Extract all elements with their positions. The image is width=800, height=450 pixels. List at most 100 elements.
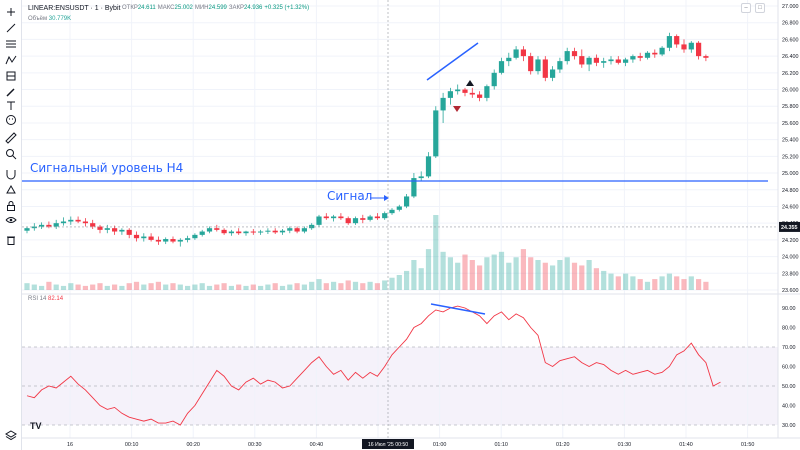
ruler-icon[interactable] (3, 131, 19, 145)
candle-body (352, 218, 359, 224)
volume-bar (163, 284, 169, 290)
volume-bar (666, 273, 672, 290)
volume-bar (228, 285, 234, 290)
volume-bar (53, 284, 59, 290)
volume-bar (185, 285, 191, 290)
magnet-icon[interactable] (3, 167, 19, 181)
candle-body (185, 238, 191, 240)
candle-body (382, 213, 388, 219)
eye-icon[interactable] (3, 213, 19, 227)
signal-label: Сигнал (327, 189, 373, 203)
volume-bar (601, 270, 607, 290)
candle-body (97, 226, 103, 230)
candle-body (425, 156, 432, 177)
volume-bar (75, 284, 81, 290)
candle-body (528, 56, 534, 72)
price-axis-label: 26.000 (782, 88, 799, 94)
candle-body (433, 110, 439, 157)
pattern-icon[interactable] (3, 53, 19, 67)
candle-body (214, 228, 220, 230)
volume-bar (170, 283, 176, 290)
time-axis-label: 16 (67, 442, 73, 448)
candle-body (82, 221, 88, 224)
cursor-icon[interactable] (3, 5, 19, 19)
lock-icon[interactable] (3, 199, 19, 213)
candle-body (155, 239, 161, 242)
candle-body (666, 36, 672, 48)
emoji-icon[interactable] (3, 113, 19, 127)
rsi-legend[interactable]: RSI 14 82.14 (28, 296, 63, 302)
candle-body (221, 229, 227, 234)
volume-bar (455, 262, 461, 290)
ohlc-label: МАКС (157, 5, 175, 11)
volume-bar (367, 281, 373, 290)
price-axis-label: 25.200 (782, 154, 799, 160)
candle-body (126, 229, 132, 235)
lock-drawings-icon[interactable] (3, 183, 19, 197)
volume-bar (345, 280, 351, 290)
price-axis-label: 24.600 (782, 204, 799, 210)
candle-body (491, 72, 497, 87)
candle-body (279, 230, 286, 233)
candle-body (659, 47, 665, 55)
rsi-line (26, 305, 721, 426)
candle-body (331, 216, 337, 219)
price-axis-label: 24.200 (782, 238, 799, 244)
buy-marker (466, 80, 474, 86)
candle-body (24, 228, 30, 231)
projection-icon[interactable] (3, 69, 19, 83)
volume-bar (82, 285, 88, 290)
candle-body (287, 228, 293, 231)
candle-body (258, 231, 264, 233)
volume-bar (688, 276, 694, 290)
candle-body (177, 239, 183, 242)
candle-body (119, 229, 125, 232)
candle-body (389, 209, 395, 214)
volume-bar (462, 254, 468, 290)
fib-icon[interactable] (3, 37, 19, 51)
volume-bar (250, 284, 256, 290)
ohlc-value: +0.325 (+1.32%) (264, 5, 310, 11)
price-axis-label: 25.600 (782, 121, 799, 127)
text-icon[interactable] (3, 99, 19, 113)
candle-body (404, 196, 410, 207)
candle-body (696, 42, 702, 57)
volume-bar (279, 285, 286, 290)
symbol-title[interactable]: LINEAR:ENSUSDT · 1 · Bybit (28, 5, 121, 12)
candle-body (535, 59, 541, 72)
volume-bar (586, 260, 592, 290)
price-axis-label: 24.000 (782, 255, 799, 261)
candle-body (265, 230, 271, 232)
volume-bar (498, 251, 505, 290)
trash-icon[interactable] (3, 233, 19, 247)
tradingview-logo[interactable]: TV (30, 421, 42, 431)
volume-bar (97, 283, 103, 290)
price-axis-label: 25.000 (782, 171, 799, 177)
volume-bar (652, 279, 658, 290)
trend-line-icon[interactable] (3, 21, 19, 35)
candle-body (550, 69, 556, 78)
candle-body (272, 230, 278, 233)
zoom-icon[interactable] (3, 147, 19, 161)
candle-body (440, 97, 446, 111)
rsi-value: 82.14 (48, 296, 64, 302)
candle-body (703, 56, 709, 58)
volume-bar (60, 285, 67, 290)
rsi-axis-label: 80.00 (782, 326, 796, 332)
candle-body (90, 223, 96, 227)
volume-bar (630, 276, 636, 290)
brush-icon[interactable] (3, 85, 19, 99)
maximize-icon[interactable]: □ (755, 3, 765, 13)
volume-label: Объём (28, 16, 48, 22)
layers-icon[interactable] (3, 428, 19, 442)
minimize-icon[interactable]: – (741, 3, 751, 13)
volume-bar (24, 283, 30, 290)
volume-bar (615, 276, 621, 290)
volume-legend[interactable]: Объём 30.779K (28, 16, 71, 22)
candle-body (498, 61, 505, 73)
volume-bar (68, 283, 74, 290)
volume-bar (199, 283, 205, 290)
candle-body (170, 239, 176, 242)
